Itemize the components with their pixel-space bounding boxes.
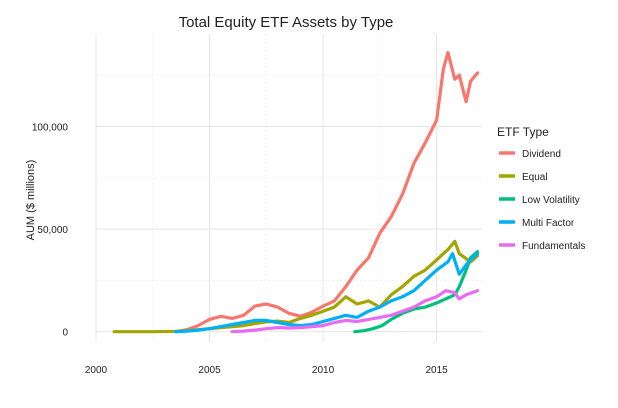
legend-title: ETF Type xyxy=(497,125,549,139)
series-line-dividend xyxy=(173,50,480,334)
x-tick-label: 2005 xyxy=(198,365,221,376)
series-line-fundamentals xyxy=(230,289,480,334)
grid xyxy=(95,34,482,342)
y-tick-label: 0 xyxy=(62,328,68,339)
series-lines xyxy=(112,50,480,334)
y-tick-label: 100,000 xyxy=(32,122,69,133)
legend: ETF Type Dividend Equal Low Volatility Mult… xyxy=(497,125,585,252)
axes: 0 50,000 100,000 2000 2005 2010 2015 xyxy=(32,122,448,376)
x-tick-label: 2015 xyxy=(425,365,448,376)
x-tick-label: 2010 xyxy=(312,365,335,376)
y-tick-label: 50,000 xyxy=(37,225,68,236)
y-axis-title: AUM ($ millions) xyxy=(25,160,37,241)
legend-label: Dividend xyxy=(522,149,561,160)
legend-label: Low Volatility xyxy=(522,195,580,206)
chart-title: Total Equity ETF Assets by Type xyxy=(179,14,394,31)
legend-label: Multi Factor xyxy=(522,218,575,229)
x-tick-label: 2000 xyxy=(85,365,108,376)
series-line-low-volatility xyxy=(353,250,480,334)
legend-label: Fundamentals xyxy=(522,241,585,252)
legend-label: Equal xyxy=(522,172,548,183)
series-line-multi-factor xyxy=(173,252,480,334)
